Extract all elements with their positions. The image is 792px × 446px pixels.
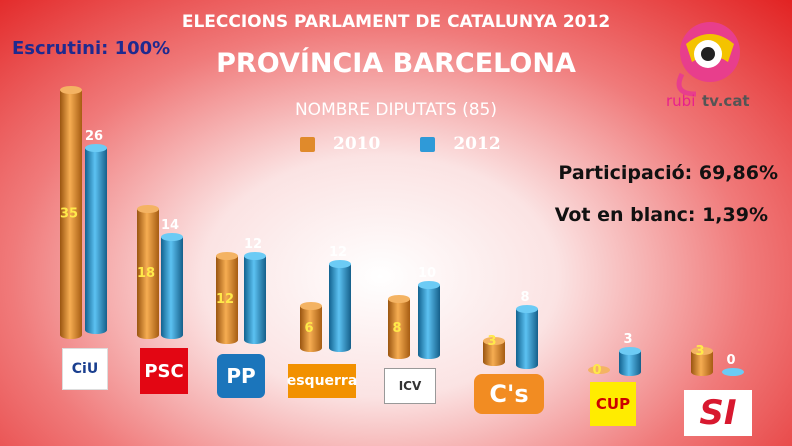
logo-esquerra: esquerra — [287, 364, 357, 398]
legend-swatch-2012 — [420, 136, 436, 152]
logo-psc: PSC — [140, 348, 188, 394]
label-2012-ciu: 26 — [85, 129, 103, 144]
label-2010-icv-euia: 8 — [392, 321, 401, 336]
label-2012-si: 0 — [726, 353, 735, 368]
bar-2012-pp — [244, 252, 266, 344]
label-2012-cup: 3 — [623, 332, 632, 347]
blank-vote-stat: Vot en blanc: 1,39% — [554, 204, 768, 226]
logo-icv: ICV — [384, 368, 436, 404]
bar-2010-si — [691, 347, 713, 376]
legend-swatch-2010 — [300, 136, 315, 152]
legend-label-2012: 2012 — [453, 134, 501, 154]
legend-label-2010: 2010 — [333, 134, 381, 154]
label-2012-psc: 14 — [161, 218, 179, 233]
legend: 2010 2012 — [300, 134, 501, 154]
label-2010-c-s: 3 — [487, 334, 496, 349]
participation-stat: Participació: 69,86% — [558, 162, 778, 184]
label-2010-cup: 0 — [592, 363, 601, 378]
logo-si: SI — [684, 390, 752, 436]
logo-ciu: CiU — [62, 348, 108, 390]
chart-metric: NOMBRE DIPUTATS (85) — [294, 100, 498, 120]
logo-text-tv: tv.cat — [702, 92, 750, 110]
bar-2010-psc — [137, 205, 159, 339]
label-2010-pp: 12 — [216, 292, 234, 307]
bar-2010-ciu — [60, 86, 82, 339]
label-2012-esquerra: 12 — [329, 245, 347, 260]
bar-2010-icv-euia — [388, 295, 410, 359]
label-2012-c-s: 8 — [520, 290, 529, 305]
logo-cup: CUP — [590, 382, 636, 426]
bar-2012-esquerra — [329, 260, 351, 352]
logo-cs: C's — [474, 374, 544, 414]
label-2010-psc: 18 — [137, 266, 155, 281]
bar-2012-cup — [619, 347, 641, 376]
legend-item-2010: 2010 — [300, 134, 380, 154]
rubitv-logo: rubi tv.cat — [666, 22, 750, 110]
label-2012-pp: 12 — [244, 237, 262, 252]
bar-2012-si — [722, 368, 744, 376]
label-2010-si: 3 — [695, 344, 704, 359]
bar-2010-pp — [216, 252, 238, 344]
bar-2012-icv-euia — [418, 281, 440, 359]
chart-title: ELECCIONS PARLAMENT DE CATALUNYA 2012 — [181, 12, 611, 32]
bar-2010-cup — [588, 366, 610, 374]
bar-2010-c-s — [483, 337, 505, 366]
bar-2012-psc — [161, 233, 183, 339]
bar-2010-esquerra — [300, 302, 322, 352]
label-2012-icv-euia: 10 — [418, 266, 436, 281]
logo-pp: PP — [217, 354, 265, 398]
label-2010-ciu: 35 — [60, 207, 78, 222]
bar-2012-c-s — [516, 305, 538, 369]
legend-item-2012: 2012 — [420, 134, 501, 154]
logo-text-rubi: rubi — [666, 92, 695, 110]
chart-subtitle: PROVÍNCIA BARCELONA — [216, 48, 576, 79]
scrutiny-label: Escrutini: 100% — [12, 38, 171, 59]
label-2010-esquerra: 6 — [304, 321, 313, 336]
bar-2012-ciu — [85, 144, 107, 334]
